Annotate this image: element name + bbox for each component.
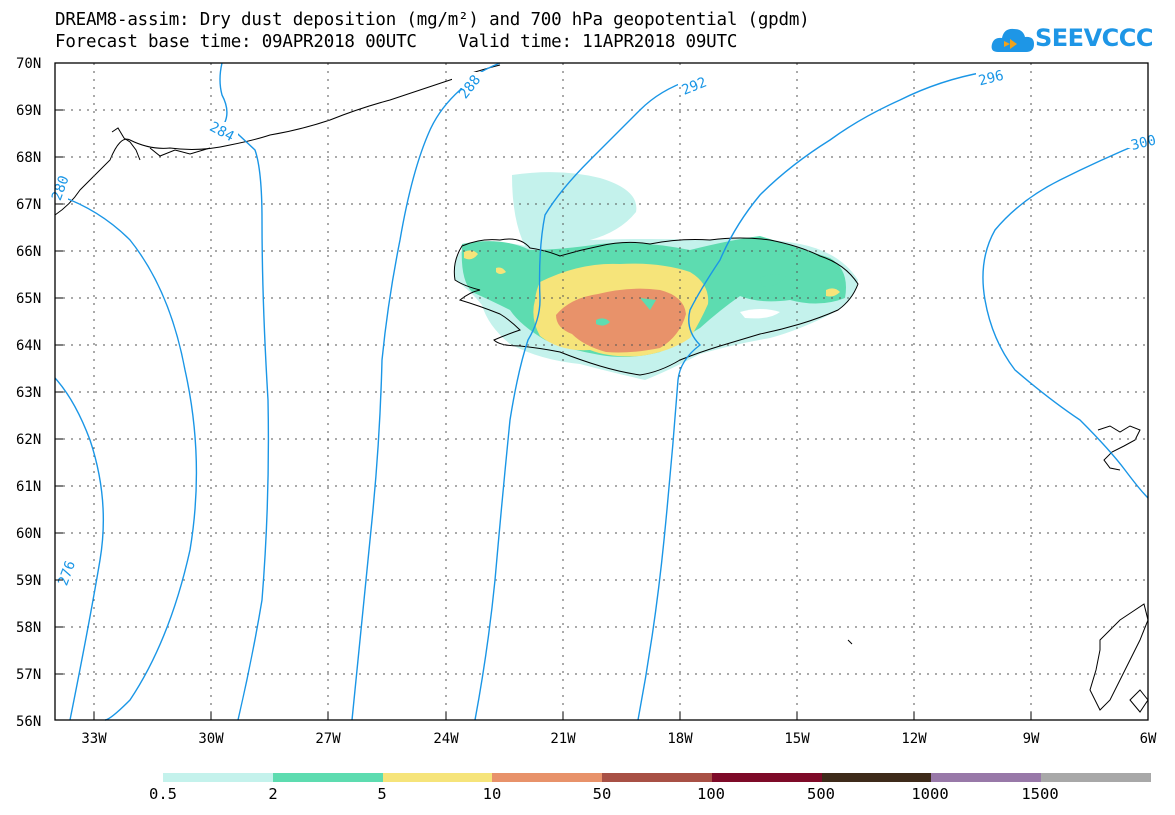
contour-labels: 284 288 292 296 300 276 280	[49, 66, 1158, 588]
legend-label: 2	[268, 785, 278, 803]
lat-label: 66N	[16, 244, 41, 260]
cloud-icon	[991, 28, 1034, 52]
legend-label: 10	[482, 785, 502, 803]
lon-label: 12W	[901, 731, 927, 747]
contour-296	[637, 71, 986, 721]
coastline-greenland	[54, 64, 501, 216]
coastlines	[54, 64, 1149, 713]
lon-label: 24W	[433, 731, 459, 747]
legend-label: 1500	[1021, 785, 1059, 803]
lat-label: 60N	[16, 526, 41, 542]
legend-swatch	[602, 773, 712, 782]
lat-label: 62N	[16, 432, 41, 448]
dust-area-10	[556, 288, 686, 353]
lat-label: 57N	[16, 667, 41, 683]
lat-label: 69N	[16, 103, 41, 119]
lat-label: 61N	[16, 479, 41, 495]
contour-label: 280	[49, 174, 73, 203]
lon-label: 18W	[667, 731, 693, 747]
legend-label: 5	[377, 785, 387, 803]
legend-label: 1000	[911, 785, 949, 803]
contour-276	[54, 377, 105, 721]
legend-label: 50	[592, 785, 612, 803]
lon-label: 9W	[1023, 731, 1040, 747]
lat-label: 67N	[16, 197, 41, 213]
contour-280	[59, 195, 198, 721]
dust-deposition-areas	[454, 172, 858, 380]
map-title: DREAM8-assim: Dry dust deposition (mg/m²…	[55, 10, 810, 30]
legend-label: 100	[697, 785, 725, 803]
map-subtitle: Forecast base time: 09APR2018 00UTC Vali…	[55, 32, 738, 52]
geopotential-contours	[54, 62, 1149, 721]
logo-text: SEEVCCC	[1035, 24, 1154, 52]
legend-swatch	[931, 773, 1042, 782]
lon-label: 27W	[315, 731, 341, 747]
legend-label: 0.5	[149, 785, 177, 803]
lon-label: 21W	[550, 731, 576, 747]
lon-label: 15W	[784, 731, 810, 747]
tick-marks	[55, 109, 1032, 720]
lon-label: 33W	[81, 731, 107, 747]
legend-swatch	[163, 773, 273, 782]
contour-292	[474, 79, 691, 721]
lat-label: 58N	[16, 620, 41, 636]
lat-label: 56N	[16, 714, 41, 730]
legend-color-bar	[163, 773, 1152, 782]
lon-label: 6W	[1140, 731, 1157, 747]
contour-288	[351, 62, 501, 721]
lat-label: 65N	[16, 291, 41, 307]
contour-284	[219, 62, 270, 721]
legend-label: 500	[807, 785, 835, 803]
graticule	[55, 63, 1148, 720]
lat-label: 59N	[16, 573, 41, 589]
lon-label: 30W	[198, 731, 224, 747]
coastline-faroe	[1097, 425, 1141, 471]
legend-swatch	[382, 773, 493, 782]
legend-swatch	[492, 773, 603, 782]
legend-swatch	[711, 773, 822, 782]
legend-swatch	[1041, 773, 1152, 782]
coastline-scotland	[1089, 603, 1149, 711]
legend-swatch	[272, 773, 383, 782]
legend-swatch	[821, 773, 932, 782]
contour-label: 300	[1129, 132, 1157, 154]
contour-300	[982, 139, 1149, 499]
lat-label: 63N	[16, 385, 41, 401]
lat-label: 64N	[16, 338, 41, 354]
lat-label: 68N	[16, 150, 41, 166]
contour-label: 296	[977, 68, 1005, 90]
latitude-labels: 70N 69N 68N 67N 66N 65N 64N 63N 62N 61N …	[16, 56, 41, 730]
lat-label: 70N	[16, 56, 41, 72]
longitude-labels: 33W 30W 27W 24W 21W 18W 15W 12W 9W 6W	[81, 731, 1157, 747]
